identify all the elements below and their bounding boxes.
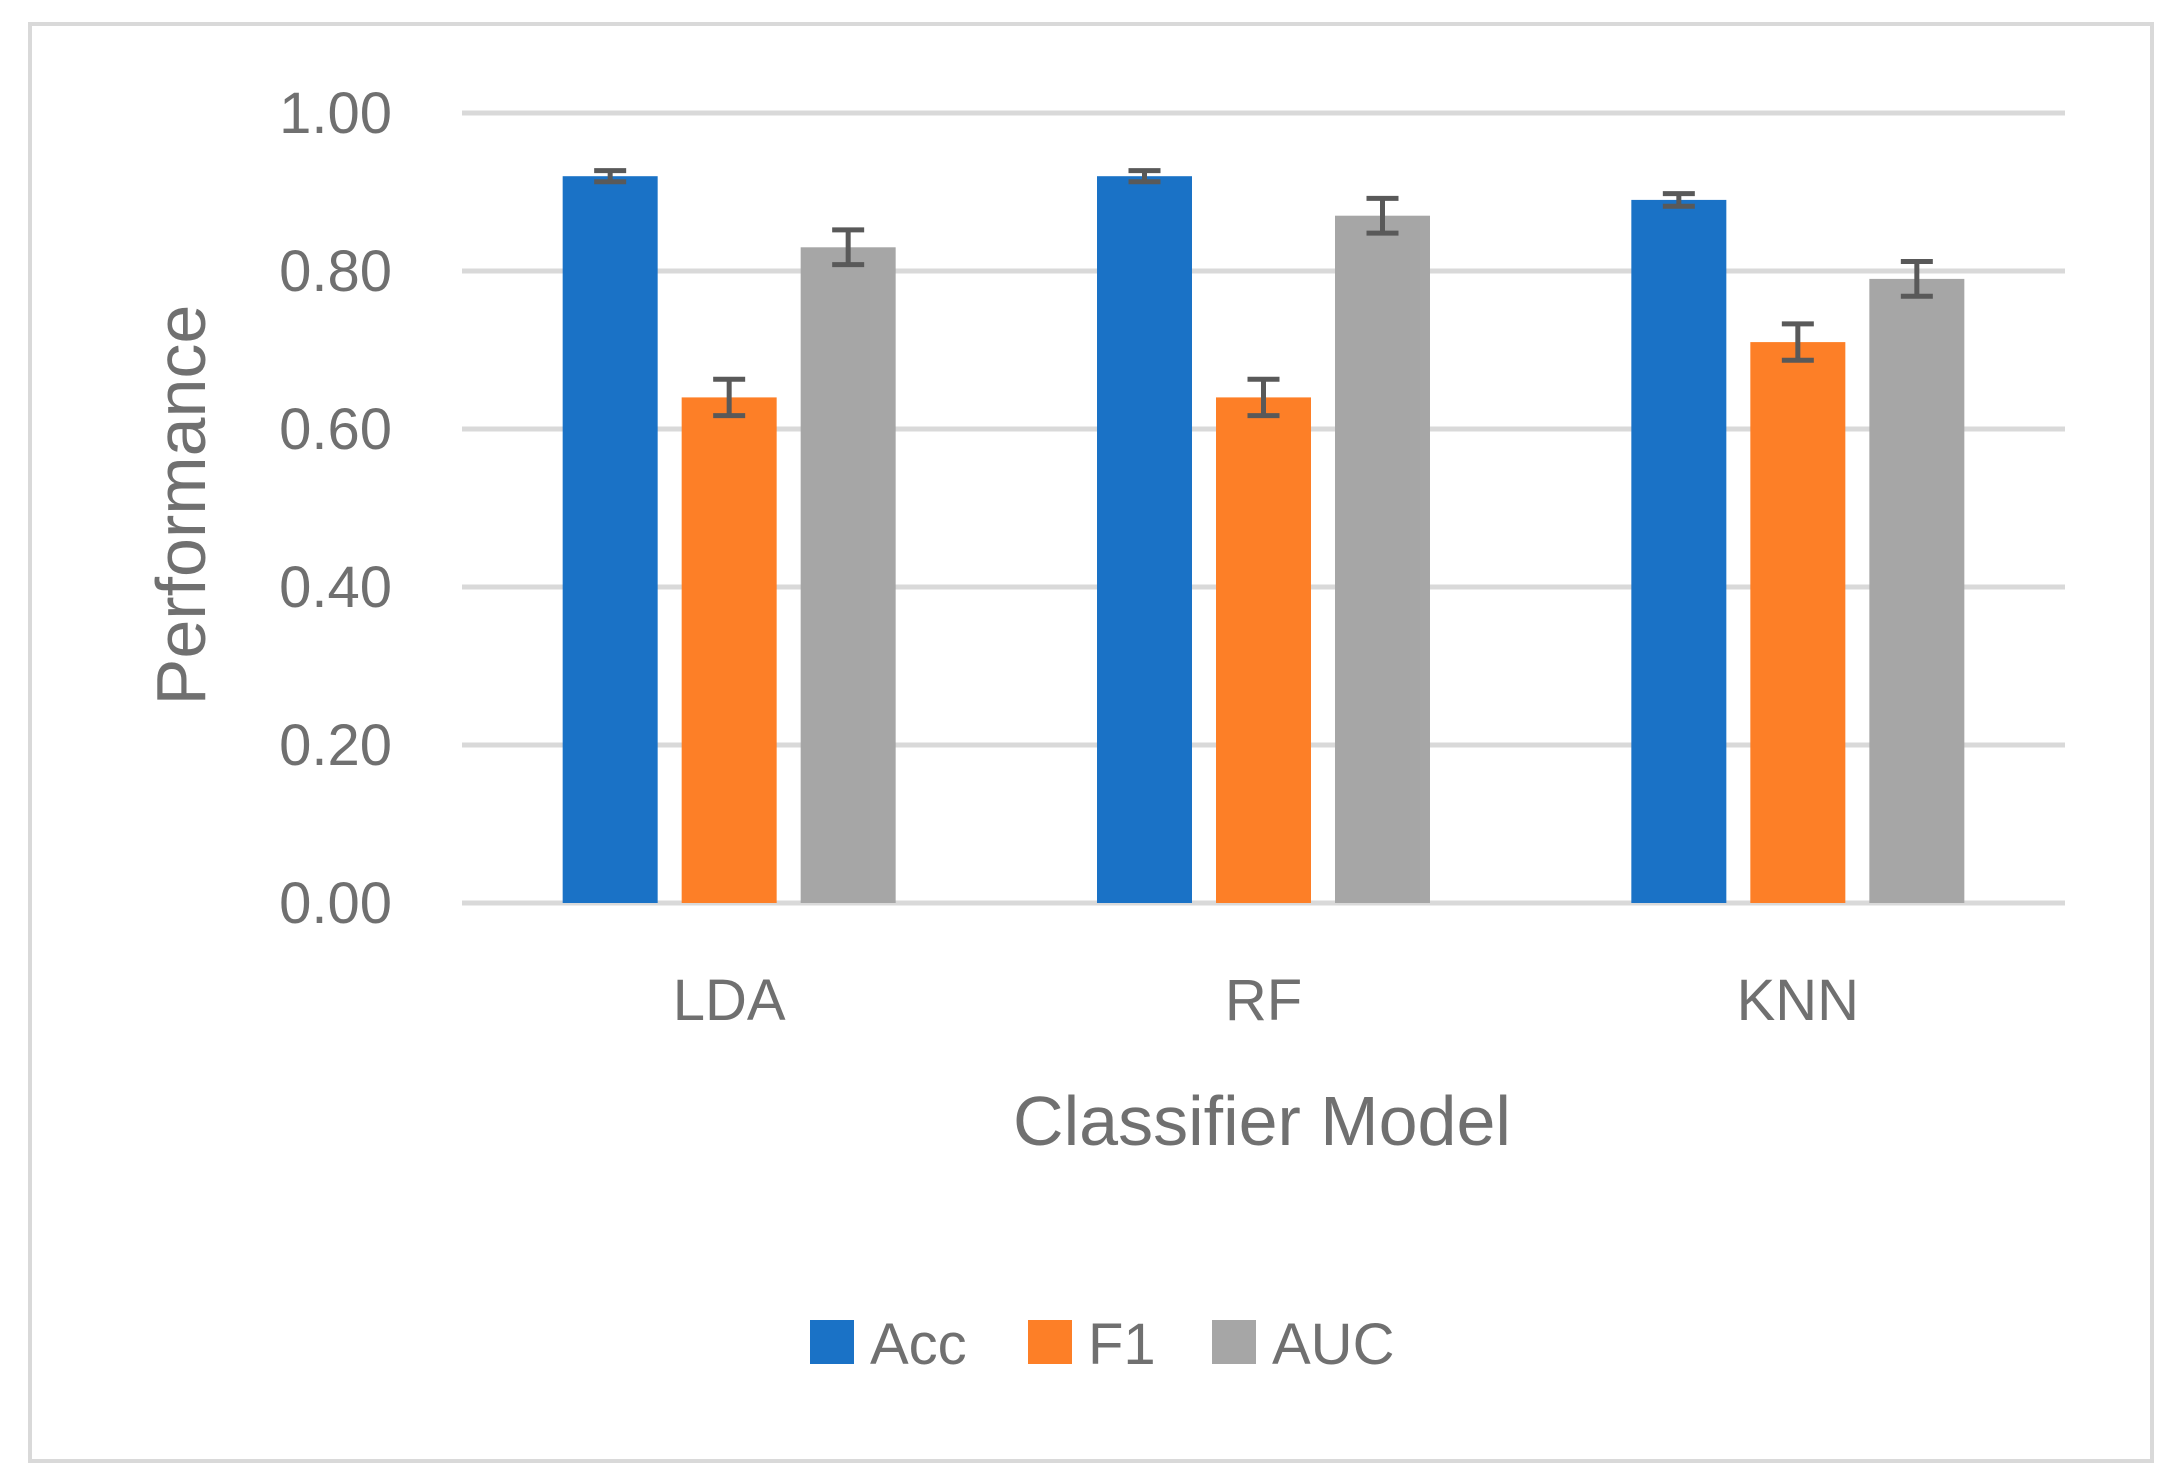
y-tick-label: 1.00 — [279, 81, 392, 146]
legend-swatch — [810, 1320, 854, 1364]
error-bar-acc-lda — [594, 168, 627, 185]
legend-item-acc: Acc — [810, 1312, 967, 1377]
legend-label: F1 — [1088, 1312, 1156, 1377]
legend-label: AUC — [1272, 1312, 1394, 1377]
x-category-label: KNN — [1737, 968, 1859, 1033]
bar-auc-lda — [800, 247, 896, 904]
y-tick-label: 0.00 — [279, 871, 392, 936]
error-bar-acc-rf — [1128, 168, 1161, 185]
y-axis-title: Performance — [142, 305, 220, 706]
legend-swatch — [1028, 1320, 1072, 1364]
error-bar-f1-rf — [1247, 376, 1280, 419]
bar-f1-knn — [1750, 342, 1846, 904]
x-axis-title: Classifier Model — [1013, 1082, 1511, 1160]
x-category-label: LDA — [673, 968, 786, 1033]
error-bar-auc-lda — [832, 227, 865, 268]
error-bar-f1-lda — [713, 376, 746, 419]
y-tick-label: 0.40 — [279, 555, 392, 620]
y-tick-label: 0.60 — [279, 397, 392, 462]
y-tick-labels: 0.00 0.20 0.40 0.60 0.80 1.00 — [279, 81, 392, 936]
bar-acc-knn — [1631, 199, 1727, 903]
error-bar-acc-knn — [1662, 191, 1695, 209]
bars — [562, 176, 1965, 904]
legend-item-auc: AUC — [1212, 1312, 1394, 1377]
bar-f1-lda — [681, 397, 777, 903]
bar-acc-lda — [562, 176, 658, 903]
legend: Acc F1 AUC — [810, 1312, 1394, 1377]
bar-auc-rf — [1335, 215, 1430, 903]
error-bar-auc-knn — [1900, 259, 1933, 299]
y-tick-label: 0.80 — [279, 239, 392, 304]
error-bar-f1-knn — [1781, 321, 1814, 363]
bar-acc-rf — [1097, 176, 1192, 903]
legend-swatch — [1212, 1320, 1256, 1364]
y-tick-label: 0.20 — [279, 713, 392, 778]
x-category-labels: LDA RF KNN — [673, 968, 1859, 1033]
x-category-label: RF — [1225, 968, 1302, 1033]
legend-label: Acc — [870, 1312, 967, 1377]
legend-item-f1: F1 — [1028, 1312, 1156, 1377]
error-bar-auc-rf — [1366, 195, 1399, 236]
error-bars — [594, 168, 1933, 419]
bar-f1-rf — [1216, 397, 1311, 903]
bar-auc-knn — [1869, 278, 1965, 903]
